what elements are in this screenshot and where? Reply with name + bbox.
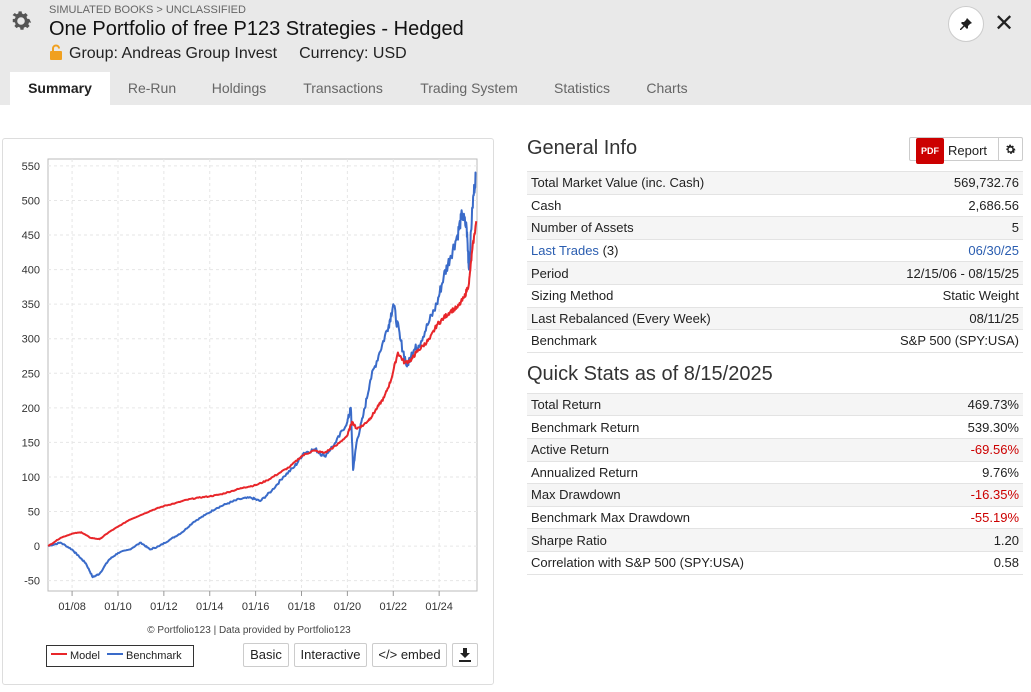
x-tick-label: 01/16 [242, 601, 270, 613]
y-tick-label: 100 [22, 472, 40, 484]
last-trades-link[interactable]: Last Trades [531, 243, 599, 259]
pdf-icon: PDF [916, 138, 944, 164]
tab-holdings[interactable]: Holdings [211, 80, 267, 96]
last-trades-count: (3) [602, 243, 619, 259]
y-tick-label: 200 [22, 403, 40, 415]
tab-trading-system[interactable]: Trading System [420, 80, 518, 96]
table-row: Active Return -69.56% [527, 437, 1023, 462]
page-title: One Portfolio of free P123 Strategies - … [49, 18, 464, 40]
x-tick-label: 01/10 [104, 601, 132, 613]
table-row: Sharpe Ratio 1.20 [527, 528, 1023, 552]
y-tick-label: 550 [22, 161, 40, 173]
performance-chart[interactable]: -50 0 50 100 150 200 250 300 350 400 450 500 550 01/0… [3, 139, 495, 619]
model-swatch [51, 653, 67, 655]
table-row: Cash 2,686.56 [527, 193, 1023, 217]
close-button[interactable]: ✕ [993, 10, 1015, 37]
table-row: Last Trades (3) 06/30/25 [527, 238, 1023, 262]
group-label[interactable]: Group: Andreas Group Invest [69, 45, 278, 62]
table-row: Number of Assets 5 [527, 216, 1023, 240]
quick-stats-table: Total Return 469.73% Benchmark Return 539.… [527, 392, 1023, 575]
x-tick-label: 01/12 [150, 601, 178, 613]
x-tick-label: 01/22 [379, 601, 407, 613]
tab-statistics[interactable]: Statistics [553, 80, 610, 96]
legend-benchmark[interactable]: Benchmark [126, 650, 182, 662]
table-row: Benchmark Max Drawdown -55.19% [527, 505, 1023, 529]
general-info-title: General Info [527, 137, 638, 159]
performance-chart-card: -50 0 50 100 150 200 250 300 350 400 450 500 550 01/0… [2, 138, 494, 685]
y-tick-label: 450 [22, 230, 40, 242]
y-tick-label: 300 [22, 334, 40, 346]
x-tick-label: 01/24 [425, 601, 453, 613]
table-row: Total Market Value (inc. Cash) 569,732.76 [527, 171, 1023, 195]
gear-icon[interactable] [8, 8, 34, 34]
y-tick-label: 150 [22, 437, 40, 449]
table-row: Benchmark Return 539.30% [527, 415, 1023, 439]
x-tick-label: 01/08 [58, 601, 86, 613]
x-tick-label: 01/20 [334, 601, 362, 613]
table-row: Total Return 469.73% [527, 392, 1023, 416]
currency-label: Currency: USD [299, 45, 407, 62]
interactive-button[interactable]: Interactive [294, 643, 367, 667]
y-tick-label: 350 [22, 299, 40, 311]
chart-credit: © Portfolio123 | Data provided by Portfo… [147, 625, 351, 636]
y-tick-label: 400 [22, 265, 40, 277]
benchmark-swatch [107, 653, 124, 655]
header-bar: SIMULATED BOOKS > UNCLASSIFIED One Portf… [0, 0, 1031, 72]
breadcrumb[interactable]: SIMULATED BOOKS > UNCLASSIFIED [49, 4, 246, 16]
table-row: Max Drawdown -16.35% [527, 483, 1023, 507]
pin-button[interactable] [948, 6, 984, 42]
basic-button[interactable]: Basic [243, 643, 289, 667]
x-tick-label: 01/14 [196, 601, 224, 613]
series-line-model [47, 221, 478, 547]
table-row: Benchmark S&P 500 (SPY:USA) [527, 329, 1023, 353]
report-label: Report [948, 143, 988, 158]
tab-rerun[interactable]: Re-Run [127, 80, 177, 96]
report-controls: PDF Report [909, 137, 1023, 164]
general-info-table: Total Market Value (inc. Cash) 569,732.76… [527, 171, 1023, 353]
download-button[interactable] [452, 643, 478, 667]
table-row: Last Rebalanced (Every Week) 08/11/25 [527, 306, 1023, 330]
tab-bar: Summary Re-Run Holdings Transactions Tra… [0, 72, 1031, 105]
chart-legend: Model Benchmark [46, 645, 194, 667]
quick-stats-title: Quick Stats as of 8/15/2025 [527, 362, 773, 385]
download-icon [459, 648, 471, 662]
tab-transactions[interactable]: Transactions [303, 80, 383, 96]
pin-icon [960, 18, 972, 30]
y-tick-label: -50 [24, 576, 40, 588]
legend-model[interactable]: Model [70, 650, 100, 662]
gear-icon [1006, 144, 1016, 154]
embed-button[interactable]: </> embed [372, 643, 447, 667]
last-trades-date-link[interactable]: 06/30/25 [968, 243, 1019, 259]
report-settings-button[interactable] [998, 138, 1022, 160]
table-row: Correlation with S&P 500 (SPY:USA) 0.58 [527, 550, 1023, 575]
lock-icon [50, 44, 62, 60]
y-tick-label: 250 [22, 368, 40, 380]
tab-charts[interactable]: Charts [646, 80, 688, 96]
table-row: Sizing Method Static Weight [527, 283, 1023, 308]
x-tick-label: 01/18 [288, 601, 316, 613]
portfolio-meta: Group: Andreas Group Invest Currency: USD [49, 44, 407, 63]
y-tick-label: 500 [22, 195, 40, 207]
y-tick-label: 0 [34, 541, 40, 553]
info-panel: General Info PDF Report Total Market Valu… [527, 135, 1023, 575]
report-button[interactable]: PDF Report [910, 138, 998, 164]
plot-frame [47, 158, 478, 592]
table-row: Period 12/15/06 - 08/15/25 [527, 261, 1023, 285]
table-row: Annualized Return 9.76% [527, 460, 1023, 484]
y-tick-label: 50 [28, 507, 40, 519]
tab-summary[interactable]: Summary [10, 72, 110, 105]
